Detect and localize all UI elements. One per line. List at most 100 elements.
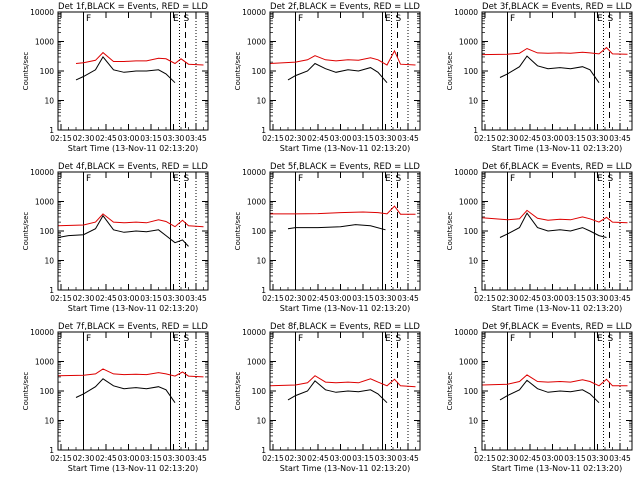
y-tick-label: 1 (473, 286, 478, 295)
y-tick-label: 100 (464, 387, 479, 396)
y-tick-label: 10 (468, 97, 478, 106)
x-tick-label: 03:15 (140, 294, 162, 303)
y-tick-label: 100 (464, 227, 479, 236)
marker-label-e: E (385, 14, 391, 24)
x-tick-label: 03:45 (397, 454, 419, 463)
marker-label-s: S (608, 14, 614, 24)
panel-title: Det 4f,BLACK = Events, RED = LLD (58, 162, 208, 172)
marker-label-e: E (385, 174, 391, 184)
x-tick-label: 03:15 (564, 454, 586, 463)
series-lld-line (57, 368, 204, 378)
plot-frame (481, 331, 633, 451)
marker-label-f: F (86, 14, 91, 24)
y-tick-label: 1000 (247, 198, 266, 207)
x-tick-label: 03:00 (542, 454, 564, 463)
x-tick-label: 02:30 (285, 454, 307, 463)
x-tick-label: 02:45 (307, 134, 329, 143)
series-lld-line (57, 213, 204, 228)
series-lld-line (481, 374, 628, 387)
panel-det-5: Det 5f,BLACK = Events, RED = LLD 1 10 100 10… (234, 162, 421, 313)
y-tick-label: 10000 (454, 328, 478, 337)
y-axis-label: Counts/sec (446, 372, 454, 411)
y-tick-label: 10 (468, 257, 478, 266)
x-tick-label: 03:15 (352, 454, 374, 463)
y-tick-label: 10000 (454, 8, 478, 17)
series-events-line (57, 214, 189, 247)
x-tick-label: 02:30 (285, 134, 307, 143)
y-tick-label: 10 (44, 417, 54, 426)
x-tick-label: 02:45 (95, 294, 117, 303)
x-tick-label: 03:00 (542, 294, 564, 303)
series-events-line (499, 212, 607, 238)
y-axis-label: Counts/sec (446, 52, 454, 91)
y-tick-label: 1000 (459, 38, 478, 47)
series-events-line (75, 378, 176, 403)
y-tick-label: 1 (261, 126, 266, 135)
panel-det-7: Det 7f,BLACK = Events, RED = LLD 1 10 100 10… (22, 322, 209, 473)
y-tick-label: 100 (252, 387, 267, 396)
y-tick-label: 10000 (30, 328, 54, 337)
panel-title: Det 1f,BLACK = Events, RED = LLD (58, 2, 208, 12)
panel-title: Det 9f,BLACK = Events, RED = LLD (482, 322, 632, 332)
y-tick-label: 10000 (454, 168, 478, 177)
plot-frame (481, 11, 633, 131)
series-events-line (287, 380, 388, 404)
x-tick-label: 03:00 (118, 294, 140, 303)
y-axis-label: Counts/sec (22, 52, 30, 91)
series-lld-line (75, 51, 204, 66)
y-tick-label: 10000 (242, 8, 266, 17)
panel-title: Det 5f,BLACK = Events, RED = LLD (270, 162, 420, 172)
y-tick-label: 1000 (35, 358, 54, 367)
x-tick-label: 03:30 (375, 294, 397, 303)
x-tick-label: 02:30 (285, 294, 307, 303)
x-tick-label: 02:30 (497, 294, 519, 303)
marker-label-e: E (385, 334, 391, 344)
marker-label-s: S (608, 334, 614, 344)
x-tick-label: 03:00 (118, 454, 140, 463)
y-tick-label: 10000 (242, 328, 266, 337)
x-axis-label: Start Time (13-Nov-11 02:13:20) (492, 464, 622, 473)
plot-frame (481, 171, 633, 291)
x-tick-label: 03:15 (564, 294, 586, 303)
x-tick-label: 03:00 (118, 134, 140, 143)
x-tick-label: 03:30 (375, 454, 397, 463)
y-tick-label: 10000 (242, 168, 266, 177)
x-tick-label: 03:30 (163, 454, 185, 463)
y-tick-label: 1 (473, 126, 478, 135)
marker-label-f: F (86, 334, 91, 344)
x-tick-label: 03:45 (609, 134, 631, 143)
x-tick-label: 02:45 (519, 454, 541, 463)
x-tick-label: 03:15 (564, 134, 586, 143)
y-axis-label: Counts/sec (234, 52, 242, 91)
series-lld-line (481, 209, 628, 224)
y-axis-label: Counts/sec (446, 212, 454, 251)
marker-label-e: E (597, 14, 603, 24)
plot-frame (269, 331, 421, 451)
y-tick-label: 1000 (459, 358, 478, 367)
panel-title: Det 3f,BLACK = Events, RED = LLD (482, 2, 632, 12)
panel-title: Det 2f,BLACK = Events, RED = LLD (270, 2, 420, 12)
y-axis-label: Counts/sec (22, 212, 30, 251)
y-axis-label: Counts/sec (22, 372, 30, 411)
series-lld-line (481, 46, 628, 56)
x-tick-label: 03:15 (352, 134, 374, 143)
marker-label-e: E (173, 174, 179, 184)
x-tick-label: 02:45 (307, 454, 329, 463)
marker-label-s: S (184, 14, 190, 24)
y-tick-label: 1 (49, 126, 54, 135)
x-tick-label: 03:45 (185, 134, 207, 143)
y-tick-label: 100 (40, 227, 55, 236)
y-tick-label: 10 (44, 97, 54, 106)
y-tick-label: 1 (49, 446, 54, 455)
y-tick-label: 10 (256, 97, 266, 106)
x-tick-label: 02:45 (307, 294, 329, 303)
x-tick-label: 02:45 (95, 134, 117, 143)
x-axis-label: Start Time (13-Nov-11 02:13:20) (68, 464, 198, 473)
marker-label-e: E (173, 334, 179, 344)
y-tick-label: 1 (473, 446, 478, 455)
plot-frame (57, 171, 209, 291)
marker-label-s: S (184, 174, 190, 184)
y-tick-label: 100 (252, 227, 267, 236)
series-lld-line (270, 205, 416, 215)
